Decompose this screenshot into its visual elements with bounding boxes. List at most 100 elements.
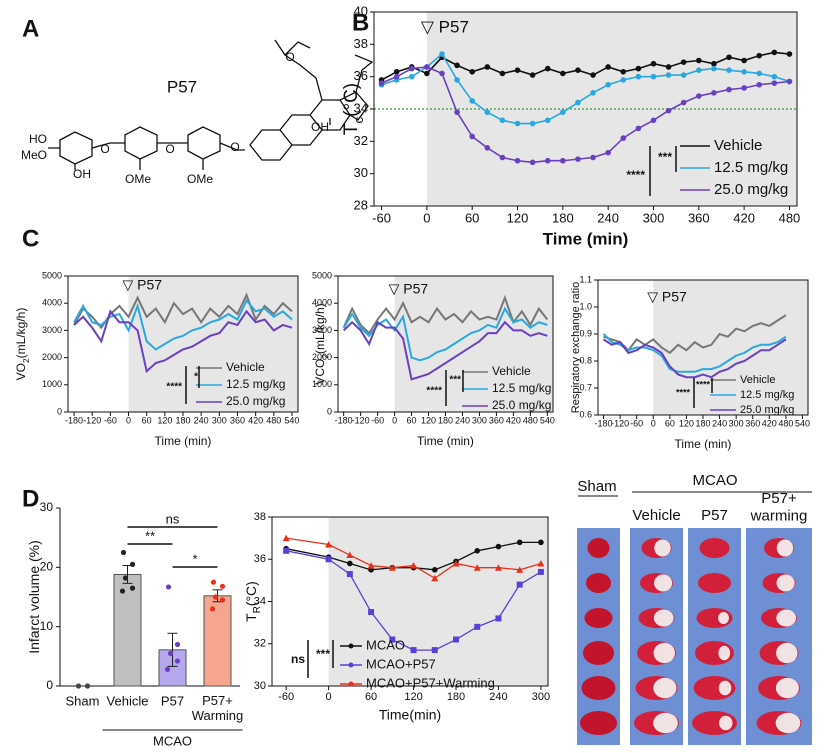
brain-slice [586,573,611,593]
point [499,70,506,77]
x-tick-label: 300 [729,418,744,428]
y-tick-label: 4000 [42,298,62,308]
data-point [174,658,181,664]
x-tick-label: 480 [779,210,801,225]
point [741,85,747,91]
point [424,64,430,70]
x-tick-label: 420 [506,415,521,425]
point [484,145,491,151]
point [388,564,396,571]
point [469,133,475,140]
x-tick-label: -60 [371,415,384,425]
point [454,109,460,116]
y-tick-label: 1.0 [579,301,592,311]
infarct-area [653,609,674,627]
x-tick-label: 480 [523,415,538,425]
point [665,107,672,114]
y-tick-label: 30 [40,500,54,514]
point [408,73,415,80]
y-axis-label-part: Respiratory exchange ratio [570,282,582,413]
y-tick-label: 1000 [42,379,62,389]
y-axis-label: Infarct volume (%) [26,540,42,654]
point [393,73,400,80]
point [529,120,536,127]
x-tick-label: -180 [335,415,353,425]
series-line [381,66,790,164]
y-tick-label: 3000 [312,325,332,335]
data-point [210,579,217,585]
legend-label: MCAO+P57+Warming [366,675,495,690]
x-tick-label: -180 [65,415,83,425]
point [620,69,627,75]
y-axis-label-part: (°C) [243,581,259,606]
image-label: P57 [701,507,728,524]
data-point [212,594,219,600]
series-line [286,550,542,651]
infarct-area [718,645,731,661]
infarct-area [718,612,729,624]
x-tick-label: 120 [157,415,172,425]
point [711,65,717,72]
x-tick-label: 480 [778,418,793,428]
y-axis-label: VO2(mL/kg/h) [14,308,31,381]
point [346,551,354,559]
x-tick-label: 240 [597,210,619,225]
point [560,70,566,77]
y-tick-label: 3000 [42,325,62,335]
point [605,149,611,156]
x-tick-label: P57+ Warming [192,693,244,723]
legend-label: Vehicle [714,137,762,154]
point [741,69,747,75]
point [393,69,400,75]
point [347,560,353,567]
panel-letter: C [22,225,39,252]
point [756,52,763,59]
point [590,154,596,161]
point [696,57,702,64]
x-tick-label: -60 [372,210,391,225]
significance-label: **** [166,382,182,393]
legend-label: 25.0 mg/kg [714,181,788,198]
y-axis-label: Tc(°C) [341,83,366,135]
point [454,62,460,69]
legend-label: 12.5 mg/kg [226,377,285,391]
y-tick-label: 0.6 [579,409,592,419]
y-tick-label: 34 [354,100,368,115]
y-tick-label: 0.8 [579,355,592,365]
x-tick-label: 360 [489,415,504,425]
legend-label: 12.5 mg/kg [492,381,551,395]
y-tick-label: 1.1 [579,274,592,284]
significance-label: *** [316,647,330,661]
point [484,109,491,116]
y-tick-label: 5000 [42,270,62,280]
point [605,81,611,88]
atom-label: O [100,142,109,156]
atom-label: OMe [125,172,151,186]
y-axis-label-part: VO [14,363,28,380]
infarct-area [653,642,676,664]
significance-label: **** [426,386,442,397]
point [635,65,642,72]
x-tick-label: -180 [595,418,613,428]
y-tick-label: 1000 [312,379,332,389]
point [605,64,611,70]
point [756,81,763,88]
annotation: ▽ P57 [421,17,469,36]
legend-label: MCAO [366,637,405,652]
point [516,581,523,588]
legend-label: 12.5 mg/kg [740,389,794,401]
series-line [602,333,787,373]
image-label: MCAO [693,472,738,489]
x-tick-label: 480 [266,415,281,425]
atom-label: MeO [21,148,47,162]
x-tick-label: 300 [472,415,487,425]
point [771,73,778,80]
y-tick-label: 30 [254,680,266,692]
y-axis-label-part: Infarct volume (%) [26,540,42,654]
y-axis-label-part: VCO [313,359,327,385]
point [756,70,763,77]
x-tick-label: 420 [733,210,755,225]
point [499,154,506,161]
x-tick-label: 420 [762,418,777,428]
x-tick-label: 240 [194,415,209,425]
